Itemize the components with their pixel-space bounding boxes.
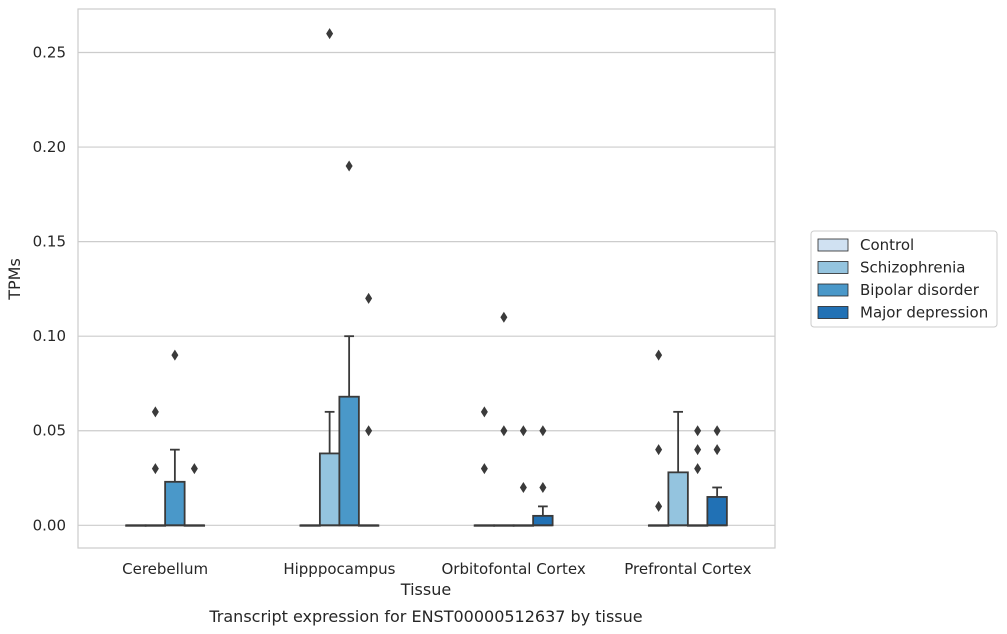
box-3-1: [357, 292, 380, 527]
box-1-0: [144, 406, 167, 527]
outlier-point: [539, 425, 547, 437]
legend-label: Schizophrenia: [860, 259, 965, 277]
outlier-point: [655, 500, 663, 512]
y-axis-ticks: 0.00 0.05 0.10 0.15 0.20 0.25: [33, 43, 66, 534]
y-axis-label: TPMs: [5, 258, 24, 301]
grid-lines: [78, 51, 775, 526]
box-0-1: [299, 524, 321, 527]
outlier-point: [694, 463, 702, 475]
outlier-point: [500, 311, 508, 323]
box-2-2: [512, 425, 535, 527]
outlier-point: [539, 481, 547, 493]
y-tick-label: 0.20: [33, 138, 66, 156]
box-1-3: [667, 410, 689, 527]
outlier-point: [190, 463, 198, 475]
outlier-point: [694, 444, 702, 456]
box-0-2: [473, 406, 496, 527]
outlier-point: [151, 463, 159, 475]
box-2-1: [338, 160, 360, 527]
outlier-point: [151, 406, 159, 418]
outlier-point: [519, 425, 527, 437]
box-body: [667, 471, 689, 527]
box-3-3: [706, 425, 728, 527]
outlier-point: [480, 406, 488, 418]
outlier-point: [655, 349, 663, 361]
x-axis-label: Tissue: [400, 580, 451, 599]
legend-label: Major depression: [860, 304, 988, 322]
chart-caption: Transcript expression for ENST0000051263…: [208, 607, 642, 626]
y-tick-label: 0.25: [33, 43, 66, 61]
outlier-point: [326, 28, 334, 40]
legend-frame: [810, 230, 998, 328]
box-2-3: [686, 425, 709, 527]
box-body: [532, 514, 554, 527]
outlier-point: [519, 481, 527, 493]
box-body: [318, 452, 341, 527]
legend-swatch: [817, 283, 849, 297]
box-plot-series: [125, 28, 728, 527]
outlier-point: [500, 425, 508, 437]
box-0-3: [647, 349, 670, 527]
x-tick-label: Hipppocampus: [283, 560, 395, 578]
box-body: [706, 496, 728, 527]
box-body: [338, 395, 360, 527]
y-tick-label: 0.00: [33, 516, 66, 534]
legend-swatch: [817, 238, 849, 252]
legend-label: Control: [860, 236, 914, 254]
y-tick-label: 0.15: [33, 233, 66, 251]
y-tick-label: 0.10: [33, 327, 66, 345]
x-tick-label: Cerebellum: [122, 560, 208, 578]
outlier-point: [365, 292, 373, 304]
x-tick-label: Prefrontal Cortex: [624, 560, 751, 578]
box-3-0: [183, 463, 206, 527]
box-0-0: [125, 524, 147, 527]
x-tick-label: Orbitofontal Cortex: [442, 560, 586, 578]
outlier-point: [655, 444, 663, 456]
outlier-point: [713, 444, 721, 456]
legend-swatch: [817, 306, 849, 319]
outlier-point: [694, 425, 702, 437]
y-tick-label: 0.05: [33, 422, 66, 440]
outlier-point: [480, 463, 488, 475]
legend-label: Bipolar disorder: [860, 281, 980, 299]
box-1-1: [318, 28, 341, 527]
x-axis-ticks: Cerebellum Hipppocampus Orbitofontal Corte…: [122, 560, 751, 578]
box-1-2: [493, 311, 515, 527]
outlier-point: [345, 160, 353, 172]
box-3-2: [532, 425, 554, 527]
outlier-point: [171, 349, 179, 361]
plot-frame: [77, 8, 776, 549]
box-body: [164, 480, 186, 527]
legend-swatch: [817, 261, 849, 274]
outlier-point: [713, 425, 721, 437]
box-2-0: [164, 349, 186, 527]
legend: Control Schizophrenia Bipolar disorder Majo…: [810, 230, 998, 328]
outlier-point: [365, 425, 373, 437]
